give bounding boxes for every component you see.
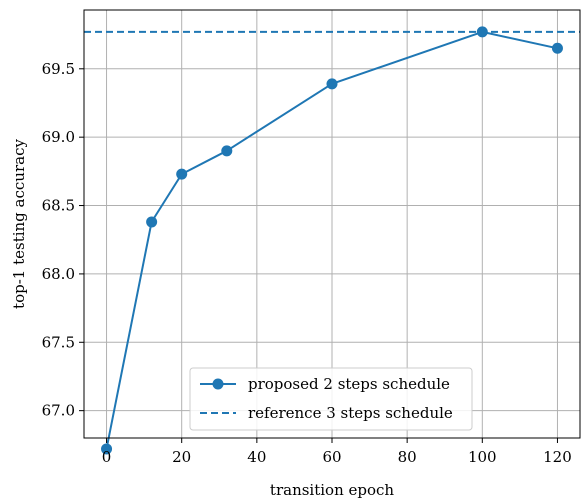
data-point: [101, 443, 113, 455]
data-point: [146, 216, 158, 228]
legend: proposed 2 steps schedule reference 3 st…: [189, 367, 473, 431]
x-tick-label: 20: [172, 448, 191, 466]
y-tick-label: 68.5: [42, 197, 75, 215]
y-tick-label: 69.0: [42, 128, 75, 146]
x-tick-label: 80: [398, 448, 417, 466]
legend-label-proposed: proposed 2 steps schedule: [248, 375, 450, 393]
y-tick-label: 68.0: [42, 265, 75, 283]
legend-box: [189, 367, 473, 431]
x-axis-ticks: 0 20 40 60 80 100 120: [102, 438, 572, 466]
data-point: [326, 78, 338, 90]
x-axis-label: transition epoch: [270, 481, 394, 499]
x-tick-label: 40: [247, 448, 266, 466]
data-point: [221, 145, 233, 157]
data-point: [551, 42, 563, 54]
y-tick-label: 69.5: [42, 60, 75, 78]
y-axis-ticks: 67.0 67.5 68.0 68.5 69.0 69.5: [42, 60, 84, 420]
x-tick-label: 60: [322, 448, 341, 466]
x-tick-label: 0: [102, 448, 112, 466]
grid: [84, 10, 580, 438]
legend-label-reference: reference 3 steps schedule: [248, 404, 453, 422]
y-tick-label: 67.5: [42, 333, 75, 351]
y-tick-label: 67.0: [42, 402, 75, 420]
x-tick-label: 100: [468, 448, 497, 466]
data-point: [476, 26, 488, 38]
legend-marker-proposed: [212, 378, 224, 390]
data-point: [176, 168, 188, 180]
proposed-series-markers: [101, 26, 563, 455]
y-axis-label: top-1 testing accuracy: [10, 139, 28, 309]
x-tick-label: 120: [543, 448, 572, 466]
